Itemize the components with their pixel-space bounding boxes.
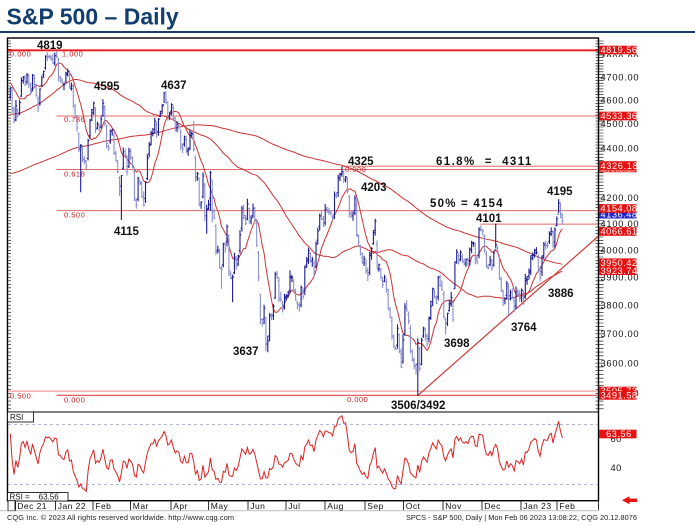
svg-text:0.000: 0.000 xyxy=(64,396,85,405)
svg-text:Oct: Oct xyxy=(406,501,421,511)
svg-text:4066.61: 4066.61 xyxy=(601,227,638,237)
svg-text:3800.00: 3800.00 xyxy=(601,300,640,310)
svg-text:0.786: 0.786 xyxy=(64,115,85,124)
svg-text:3700.00: 3700.00 xyxy=(601,329,640,339)
svg-text:40: 40 xyxy=(611,463,622,473)
svg-text:4200.00: 4200.00 xyxy=(601,193,640,203)
svg-text:Jan 22: Jan 22 xyxy=(58,501,86,511)
svg-text:Dec 21: Dec 21 xyxy=(17,501,47,511)
svg-text:Jun: Jun xyxy=(250,501,265,511)
svg-text:0.000: 0.000 xyxy=(347,395,368,404)
svg-text:3923.74: 3923.74 xyxy=(601,266,638,276)
svg-text:50% = 4154: 50% = 4154 xyxy=(430,198,504,210)
svg-text:0.000: 0.000 xyxy=(10,50,31,59)
svg-text:4533.36: 4533.36 xyxy=(601,111,638,121)
svg-text:4637: 4637 xyxy=(161,80,187,92)
svg-text:60: 60 xyxy=(611,434,622,444)
svg-text:Feb: Feb xyxy=(95,501,111,511)
svg-text:0.000: 0.000 xyxy=(345,165,366,174)
svg-text:4500.00: 4500.00 xyxy=(601,119,640,129)
svg-text:0.500: 0.500 xyxy=(64,211,85,220)
svg-text:RSI: RSI xyxy=(10,413,23,422)
svg-text:3637: 3637 xyxy=(233,346,259,358)
svg-text:3506/3492: 3506/3492 xyxy=(391,400,445,412)
svg-text:61.8% = 4311: 61.8% = 4311 xyxy=(436,156,533,168)
svg-text:Sep: Sep xyxy=(367,501,383,511)
svg-text:1.000: 1.000 xyxy=(62,50,83,59)
svg-text:63.56: 63.56 xyxy=(606,429,632,439)
svg-text:Jul: Jul xyxy=(288,501,300,511)
svg-text:4000.00: 4000.00 xyxy=(601,246,640,256)
svg-text:4800.00: 4800.00 xyxy=(601,53,640,63)
svg-text:4154.08: 4154.08 xyxy=(601,204,638,214)
svg-text:4700.00: 4700.00 xyxy=(601,73,640,83)
svg-text:4400.00: 4400.00 xyxy=(601,143,640,153)
svg-text:RSI = 63.56: RSI = 63.56 xyxy=(10,493,60,502)
svg-text:4595: 4595 xyxy=(94,81,120,93)
svg-text:May: May xyxy=(211,501,229,511)
svg-text:3900.00: 3900.00 xyxy=(601,273,640,283)
svg-text:4819: 4819 xyxy=(37,40,63,52)
svg-text:4600.00: 4600.00 xyxy=(601,96,640,106)
svg-text:3698: 3698 xyxy=(444,338,470,350)
svg-text:Nov: Nov xyxy=(445,501,462,511)
svg-text:4101: 4101 xyxy=(476,213,502,225)
svg-text:4203: 4203 xyxy=(361,182,387,194)
svg-text:S&P 500 – Daily: S&P 500 – Daily xyxy=(7,4,179,30)
svg-text:4195: 4195 xyxy=(547,186,573,198)
svg-text:Aug: Aug xyxy=(327,501,343,511)
svg-text:3600.00: 3600.00 xyxy=(601,358,640,368)
svg-text:Jan 23: Jan 23 xyxy=(523,501,551,511)
svg-text:4326.18: 4326.18 xyxy=(601,161,639,171)
svg-text:4115: 4115 xyxy=(114,226,140,238)
svg-text:3950.42: 3950.42 xyxy=(601,258,638,268)
svg-text:4819.56: 4819.56 xyxy=(601,45,638,55)
svg-text:3886: 3886 xyxy=(548,288,574,300)
svg-text:0.618: 0.618 xyxy=(64,170,85,179)
svg-text:0.500: 0.500 xyxy=(10,391,31,400)
svg-text:PRICE RETRACEMENT: PRICE RETRACEMENT xyxy=(601,169,636,173)
svg-text:3491.58: 3491.58 xyxy=(601,391,638,401)
svg-text:CQG Inc. © 2023 All rights res: CQG Inc. © 2023 All rights reserved worl… xyxy=(7,513,234,522)
svg-text:SPCS - S&P 500, Daily | Mon Fe: SPCS - S&P 500, Daily | Mon Feb 06 2023 … xyxy=(406,513,637,522)
svg-text:Mar: Mar xyxy=(133,501,149,511)
svg-text:3764: 3764 xyxy=(511,322,537,334)
svg-text:Feb: Feb xyxy=(559,501,575,511)
svg-text:4325: 4325 xyxy=(348,156,374,168)
svg-text:Apr: Apr xyxy=(173,501,188,511)
svg-text:Dec: Dec xyxy=(484,501,501,511)
svg-text:4136.48: 4136.48 xyxy=(601,209,638,219)
svg-text:4100.00: 4100.00 xyxy=(601,219,640,229)
